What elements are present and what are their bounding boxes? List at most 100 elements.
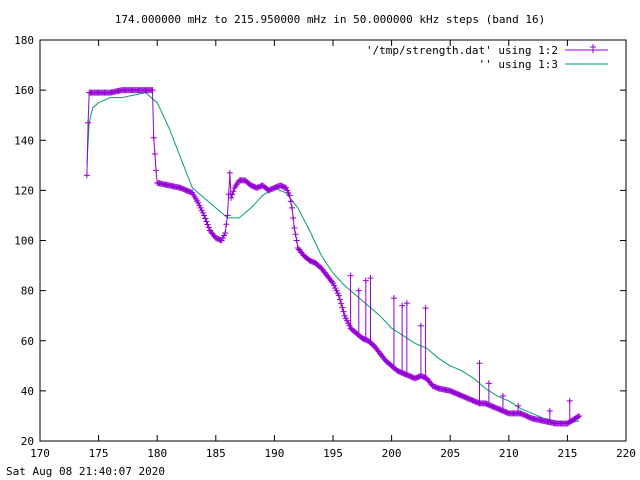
axes: 170 175 180 185 190 195 200 205 210 215 220 20 40 60 8…: [14, 34, 636, 460]
series-1-point: [203, 218, 210, 225]
series-1-point: [230, 188, 237, 195]
legend-label-series-2: '' using 1:3: [479, 58, 558, 71]
series-1-point: [574, 413, 581, 420]
series-1-point: [195, 199, 202, 206]
y-tick-label: 160: [14, 84, 34, 97]
series-1-point: [218, 237, 225, 244]
y-tick-label: 40: [21, 385, 34, 398]
series-1-point: [335, 292, 342, 299]
series-1-point: [288, 204, 295, 211]
series-1-point: [339, 304, 346, 311]
footer-timestamp: Sat Aug 08 21:40:07 2020: [6, 465, 165, 478]
series-1-point: [199, 209, 206, 216]
y-tick-label: 140: [14, 134, 34, 147]
series-1-point: [342, 315, 349, 322]
x-tick-label: 190: [264, 447, 284, 460]
series-1-point: [344, 317, 351, 324]
series-1-point: [204, 221, 211, 228]
x-tick-label: 175: [89, 447, 109, 460]
y-tick-label: 80: [21, 285, 34, 298]
plot-frame: [39, 39, 627, 442]
series-1-point: [333, 287, 340, 294]
series-1-spike-point: [417, 322, 424, 329]
series-1-spike-point: [347, 272, 354, 279]
series-1-point: [229, 191, 236, 198]
series-1-point: [151, 151, 158, 158]
series-1-spike-point: [476, 360, 483, 367]
series-1-spike-point: [355, 287, 362, 294]
series-1-point: [201, 212, 208, 219]
series-1-point: [331, 282, 338, 289]
y-tick-label: 180: [14, 34, 34, 47]
series-1-point: [330, 280, 336, 287]
chart-title: 174.000000 mHz to 215.950000 mHz in 50.0…: [115, 13, 545, 26]
legend-label-series-1: '/tmp/strength.dat' using 1:2: [366, 44, 558, 57]
series-1-spike-point: [546, 407, 553, 414]
series-1-point: [576, 412, 583, 419]
x-tick-label: 220: [616, 447, 636, 460]
series-1-point: [198, 207, 205, 214]
series-1-point: [202, 215, 209, 222]
series-1-point: [286, 192, 293, 199]
series-1-spike-point: [367, 275, 374, 282]
series-1-point: [290, 214, 297, 221]
x-tick-label: 200: [382, 447, 402, 460]
series-1-point: [341, 312, 348, 319]
x-tick-label: 205: [440, 447, 460, 460]
series-1-point: [283, 184, 290, 191]
series-1-spike-point: [362, 277, 369, 284]
series-1-spike-point: [390, 295, 397, 302]
series-1-point: [205, 224, 212, 231]
series-1-point: [287, 198, 294, 205]
series-1-point: [284, 187, 291, 194]
series-1-spike-point: [399, 302, 406, 309]
series-1-point: [221, 232, 228, 239]
x-tick-label: 170: [30, 447, 50, 460]
series-1-spike-point: [485, 380, 492, 387]
series-1-point: [219, 234, 226, 241]
series-1-point: [196, 202, 203, 209]
series-1-point: [223, 221, 230, 228]
series-1-line: [86, 89, 580, 424]
series-1-point: [153, 167, 160, 174]
series-1-point: [85, 119, 92, 126]
series-1-point: [337, 296, 344, 303]
series-1-point: [293, 237, 300, 244]
series-1-point: [281, 184, 288, 191]
series-1-point: [332, 285, 339, 292]
series-1-point: [224, 212, 231, 219]
series-1-point: [83, 172, 90, 179]
x-tick-label: 180: [147, 447, 167, 460]
x-tick-label: 195: [323, 447, 343, 460]
series-line-1-2: [83, 87, 583, 427]
series-1-spike-point: [515, 402, 522, 409]
x-tick-label: 210: [499, 447, 519, 460]
series-1-point: [222, 229, 229, 236]
series-1-point: [285, 189, 292, 196]
series-1-spike-point: [403, 300, 410, 307]
legend: '/tmp/strength.dat' using 1:2 '' using 1…: [366, 44, 608, 71]
x-tick-label: 215: [557, 447, 577, 460]
series-1-point: [340, 308, 347, 315]
series-1-point: [291, 224, 298, 231]
series-1-spike-point: [422, 305, 429, 312]
series-1-point: [228, 194, 235, 201]
y-tick-label: 120: [14, 184, 34, 197]
series-line-1-3: [86, 92, 580, 425]
series-1-spike-point: [566, 397, 573, 404]
series-1-point: [346, 322, 353, 329]
series-1-point: [334, 290, 341, 297]
y-tick-label: 60: [21, 335, 34, 348]
series-1-point: [338, 300, 345, 307]
series-1-point: [149, 87, 156, 94]
series-2-line: [86, 92, 580, 425]
y-tick-label: 20: [21, 435, 34, 448]
series-1-point: [226, 169, 233, 176]
x-tick-label: 185: [206, 447, 226, 460]
series-1-point: [292, 231, 299, 238]
legend-marker-series-1: [590, 44, 596, 53]
series-1-spike-point: [499, 392, 506, 399]
series-1-point: [150, 134, 157, 141]
series-1-point: [197, 204, 204, 211]
